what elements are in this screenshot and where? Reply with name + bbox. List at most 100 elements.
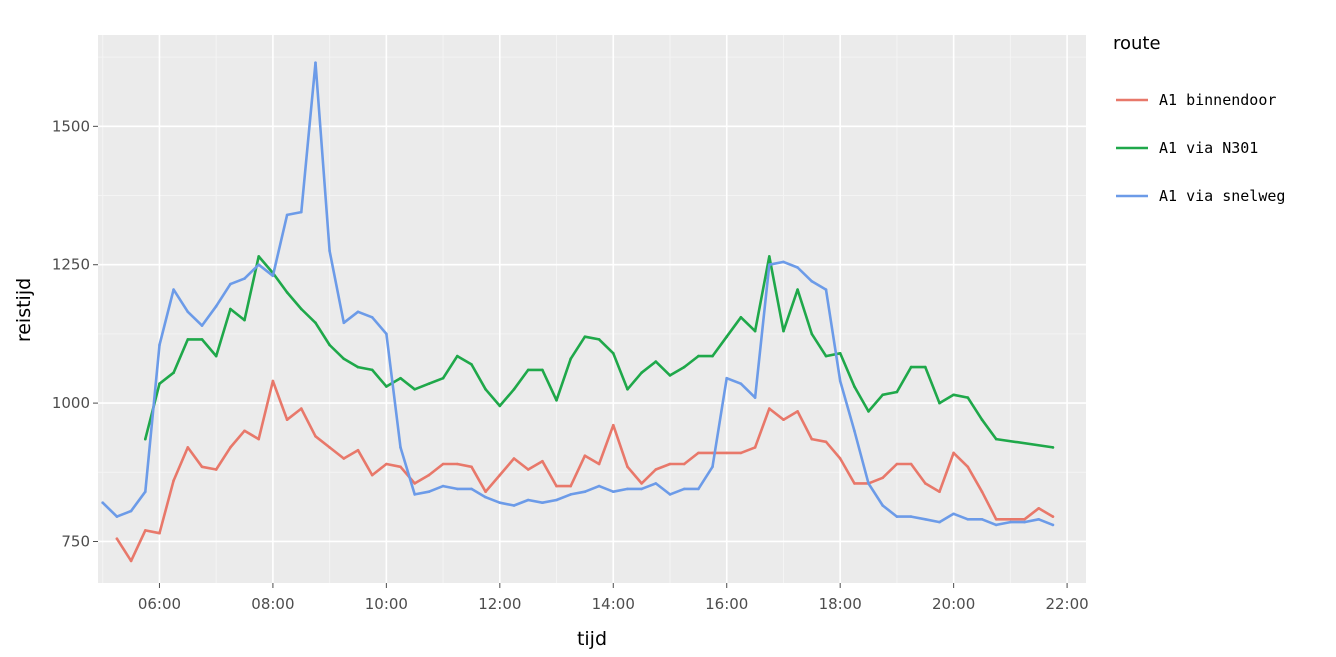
data-point — [682, 365, 686, 369]
data-point — [200, 338, 204, 341]
data-point — [682, 462, 686, 466]
data-point — [498, 501, 502, 505]
data-point — [512, 504, 516, 507]
data-point — [427, 473, 431, 477]
data-point — [498, 404, 502, 408]
data-point — [456, 462, 459, 466]
series-line — [144, 255, 1055, 449]
data-point — [1009, 518, 1012, 521]
data-point — [512, 457, 516, 460]
data-point — [186, 338, 190, 341]
data-point — [768, 255, 771, 258]
data-point — [229, 282, 232, 286]
x-tick-label: 06:00 — [138, 595, 181, 613]
data-point — [470, 363, 473, 366]
data-point — [370, 368, 374, 372]
data-point — [328, 343, 331, 347]
x-tick-label: 12:00 — [478, 595, 521, 613]
data-point — [725, 451, 728, 455]
data-point — [456, 354, 459, 358]
data-point — [328, 249, 331, 253]
data-point — [385, 385, 388, 388]
data-point — [470, 487, 473, 491]
data-point — [966, 465, 970, 469]
data-point — [952, 393, 955, 397]
data-point — [555, 399, 558, 402]
data-point — [739, 382, 743, 386]
data-point — [1037, 518, 1040, 521]
data-point — [1051, 446, 1055, 449]
data-point — [427, 382, 431, 386]
grid-major — [98, 35, 1086, 583]
data-point — [200, 465, 204, 469]
data-point — [144, 529, 147, 532]
data-point — [257, 263, 261, 267]
data-point — [158, 382, 161, 386]
x-axis-title: tijd — [577, 628, 607, 650]
data-point — [526, 368, 530, 372]
data-point — [824, 440, 828, 444]
data-point — [512, 388, 516, 391]
data-point — [994, 523, 998, 527]
x-tick-label: 10:00 — [365, 595, 408, 613]
data-point — [853, 429, 856, 433]
data-point — [413, 493, 417, 496]
data-point — [909, 462, 913, 466]
series-line — [101, 61, 1055, 527]
data-point — [484, 388, 487, 391]
data-point — [541, 459, 544, 463]
data-point — [555, 484, 558, 488]
data-point — [413, 482, 417, 485]
legend-items: A1 binnendoor A1 via N301 A1 via snelweg — [1116, 91, 1285, 205]
data-point — [994, 437, 998, 441]
data-point — [498, 473, 502, 477]
data-point — [980, 418, 984, 422]
y-tick-label: 750 — [61, 532, 90, 550]
data-point — [753, 446, 757, 449]
data-point — [697, 354, 700, 358]
data-point — [370, 473, 374, 477]
data-point — [810, 332, 814, 336]
data-point — [1023, 518, 1026, 521]
legend-title: route — [1113, 33, 1161, 54]
legend: route A1 binnendoor A1 via N301 A1 via sne… — [1113, 33, 1285, 205]
data-point — [909, 365, 913, 369]
data-point — [200, 324, 204, 327]
data-point — [909, 515, 913, 518]
data-point — [101, 501, 104, 505]
data-point — [243, 429, 246, 433]
y-tick-label: 1000 — [52, 394, 90, 412]
data-point — [626, 465, 629, 469]
data-point — [470, 465, 473, 469]
data-point — [526, 468, 530, 471]
data-point — [1051, 515, 1055, 518]
data-point — [569, 357, 572, 361]
data-point — [342, 457, 346, 460]
data-point — [555, 498, 558, 502]
data-point — [271, 379, 275, 383]
data-point — [342, 321, 346, 325]
data-point — [399, 465, 402, 469]
data-point — [257, 255, 261, 258]
data-point — [172, 479, 175, 482]
data-point — [314, 61, 317, 64]
data-point — [824, 354, 828, 358]
data-point — [1037, 507, 1040, 510]
x-tick-label: 20:00 — [932, 595, 975, 613]
data-point — [739, 316, 743, 319]
data-point — [129, 509, 133, 513]
data-point — [938, 401, 941, 405]
data-point — [895, 390, 899, 394]
data-point — [1051, 523, 1055, 527]
data-point — [867, 482, 870, 485]
legend-label: A1 via N301 — [1159, 139, 1258, 157]
data-point — [285, 291, 289, 294]
data-point — [881, 476, 884, 480]
data-point — [285, 213, 289, 217]
data-point — [158, 343, 161, 347]
data-point — [356, 310, 360, 314]
data-point — [654, 468, 658, 471]
data-point — [838, 457, 842, 460]
data-point — [753, 329, 757, 333]
